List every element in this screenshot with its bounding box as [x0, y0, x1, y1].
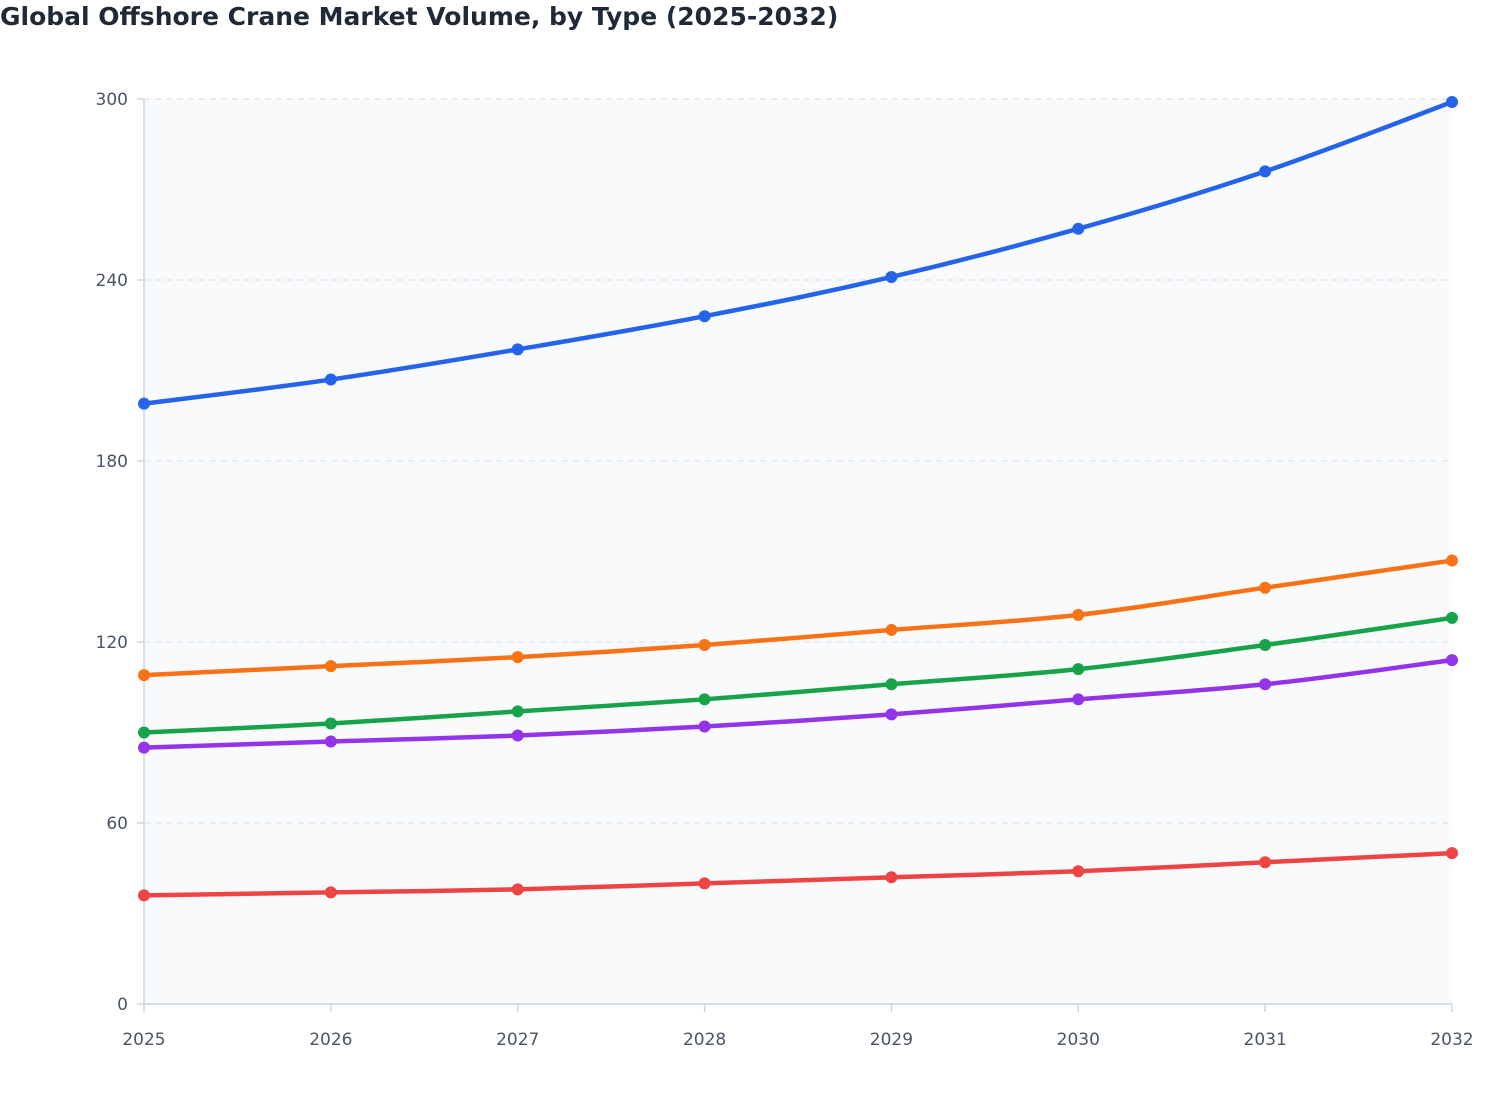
x-tick-label: 2027 [496, 1030, 539, 1050]
data-point [1259, 165, 1272, 178]
data-point [698, 310, 711, 323]
data-point [1446, 654, 1458, 667]
data-point [324, 717, 337, 730]
series-2 [138, 554, 1458, 682]
x-tick-label: 2031 [1244, 1030, 1287, 1050]
data-point [698, 877, 711, 890]
y-tick-label: 180 [96, 452, 128, 472]
data-point [1072, 693, 1085, 706]
series-line [141, 657, 1455, 750]
data-point [324, 735, 337, 748]
data-point [1072, 222, 1085, 235]
data-point [1259, 678, 1272, 691]
data-point [1259, 856, 1272, 869]
data-point [138, 741, 150, 754]
y-tick-label: 60 [106, 814, 128, 834]
x-tick-label: 2029 [870, 1030, 913, 1050]
series-4 [138, 654, 1458, 754]
data-point [324, 886, 337, 899]
data-point [511, 883, 524, 896]
data-point [511, 705, 524, 718]
data-point [698, 639, 711, 652]
plot-background [144, 99, 1452, 1004]
data-point [1446, 611, 1458, 624]
data-point [698, 693, 711, 706]
series-line [141, 850, 1455, 898]
data-point [511, 343, 524, 356]
data-point [885, 270, 898, 283]
data-point [138, 726, 150, 739]
data-point [511, 651, 524, 664]
data-point [1446, 847, 1458, 860]
y-tick-label: 120 [96, 633, 128, 653]
x-tick-label: 2026 [309, 1030, 352, 1050]
data-point [1259, 581, 1272, 594]
data-point [1072, 865, 1085, 878]
data-point [885, 623, 898, 636]
data-point [1446, 554, 1458, 567]
data-point [1446, 96, 1458, 109]
plot-area [144, 99, 1452, 1004]
y-tick-label: 240 [96, 271, 128, 291]
series-1 [138, 96, 1458, 410]
data-point [511, 729, 524, 742]
series-line [141, 615, 1455, 735]
gridlines [144, 98, 1452, 824]
series-3 [138, 611, 1458, 739]
x-tick-label: 2028 [683, 1030, 726, 1050]
axes: 0 60 120 180 240 300 2025 2026 2027 2028 2029 2030 2… [96, 90, 1474, 1050]
data-point [138, 669, 150, 682]
series-line [141, 558, 1455, 678]
data-point [698, 720, 711, 733]
y-tick-label: 300 [96, 90, 128, 110]
data-point [1072, 663, 1085, 676]
data-point [138, 889, 150, 902]
data-point [885, 871, 898, 884]
data-point [138, 397, 150, 410]
data-point [324, 373, 337, 386]
x-tick-label: 2032 [1430, 1030, 1473, 1050]
chart-title: Global Offshore Crane Market Volume, by … [0, 2, 839, 31]
data-point [1072, 608, 1085, 621]
data-point [885, 708, 898, 721]
data-point [1259, 639, 1272, 652]
series-line [141, 99, 1455, 406]
series-5 [138, 847, 1458, 902]
x-tick-label: 2025 [122, 1030, 165, 1050]
data-point [324, 660, 337, 673]
x-tick-label: 2030 [1057, 1030, 1100, 1050]
data-point [885, 678, 898, 691]
y-tick-label: 0 [117, 995, 128, 1015]
series-lines [138, 96, 1458, 902]
